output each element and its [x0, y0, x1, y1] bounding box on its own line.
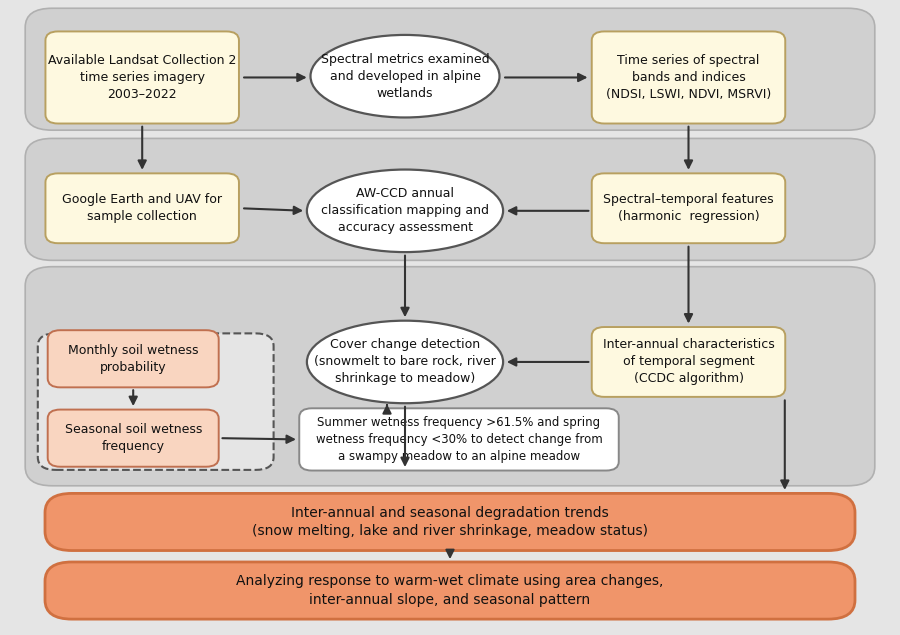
FancyBboxPatch shape — [592, 173, 785, 243]
FancyBboxPatch shape — [592, 31, 785, 123]
FancyBboxPatch shape — [48, 330, 219, 387]
FancyBboxPatch shape — [38, 333, 274, 470]
Text: Available Landsat Collection 2
time series imagery
2003–2022: Available Landsat Collection 2 time seri… — [48, 54, 237, 101]
FancyBboxPatch shape — [25, 138, 875, 260]
Text: Google Earth and UAV for
sample collection: Google Earth and UAV for sample collecti… — [62, 193, 222, 224]
Text: Monthly soil wetness
probability: Monthly soil wetness probability — [68, 344, 198, 374]
Text: Spectral metrics examined
and developed in alpine
wetlands: Spectral metrics examined and developed … — [320, 53, 490, 100]
Ellipse shape — [307, 321, 503, 403]
FancyBboxPatch shape — [45, 31, 239, 123]
Text: Inter-annual characteristics
of temporal segment
(CCDC algorithm): Inter-annual characteristics of temporal… — [603, 338, 774, 385]
Text: Seasonal soil wetness
frequency: Seasonal soil wetness frequency — [65, 423, 202, 453]
Text: Time series of spectral
bands and indices
(NDSI, LSWI, NDVI, MSRVI): Time series of spectral bands and indice… — [606, 54, 771, 101]
Text: AW-CCD annual
classification mapping and
accuracy assessment: AW-CCD annual classification mapping and… — [321, 187, 489, 234]
FancyBboxPatch shape — [592, 327, 785, 397]
Ellipse shape — [307, 170, 503, 252]
Text: Summer wetness frequency >61.5% and spring
wetness frequency <30% to detect chan: Summer wetness frequency >61.5% and spri… — [316, 416, 602, 463]
Text: Cover change detection
(snowmelt to bare rock, river
shrinkage to meadow): Cover change detection (snowmelt to bare… — [314, 338, 496, 385]
FancyBboxPatch shape — [45, 562, 855, 619]
Text: Analyzing response to warm-wet climate using area changes,
inter-annual slope, a: Analyzing response to warm-wet climate u… — [237, 574, 663, 607]
Text: Inter-annual and seasonal degradation trends
(snow melting, lake and river shrin: Inter-annual and seasonal degradation tr… — [252, 505, 648, 538]
FancyBboxPatch shape — [25, 267, 875, 486]
FancyBboxPatch shape — [45, 493, 855, 551]
Text: Spectral–temporal features
(harmonic  regression): Spectral–temporal features (harmonic reg… — [603, 193, 774, 224]
FancyBboxPatch shape — [25, 8, 875, 130]
FancyBboxPatch shape — [299, 408, 619, 471]
Ellipse shape — [310, 35, 500, 117]
FancyBboxPatch shape — [45, 173, 239, 243]
FancyBboxPatch shape — [48, 410, 219, 467]
